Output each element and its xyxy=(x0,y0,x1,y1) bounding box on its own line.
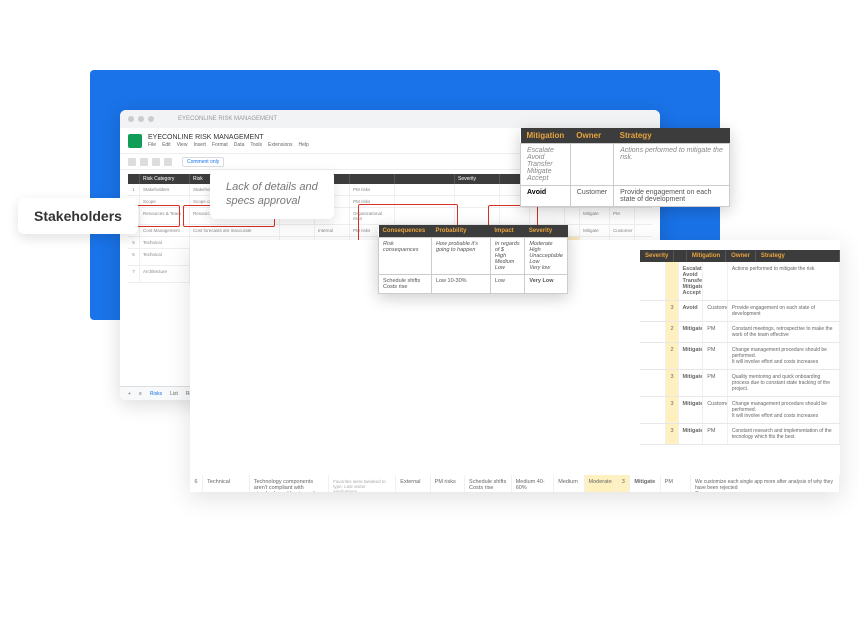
mit-owner: Customer xyxy=(570,186,613,207)
impact-desc: In regards of $ High Medium Low xyxy=(490,238,525,275)
prob-desc: How probable it's going to happen xyxy=(431,238,490,275)
callout-details: Lack of details and specs approval xyxy=(210,170,334,219)
popup-consequences: Consequences Probability Impact Severity… xyxy=(378,225,568,294)
menu-help[interactable]: Help xyxy=(299,142,309,148)
table-row: 2MitigatePMConstant meetings, retrospect… xyxy=(640,322,840,343)
add-sheet-icon[interactable]: + xyxy=(128,391,131,397)
menu-insert[interactable]: Insert xyxy=(193,142,206,148)
cons-val: Schedule shifts Costs rise xyxy=(379,275,432,294)
table-row: 3MitigateCustomerChange management proce… xyxy=(640,397,840,424)
sev-val: Very Low xyxy=(525,275,568,294)
table-row: 3MitigatePMQuality mentoring and quick o… xyxy=(640,370,840,397)
menu-edit[interactable]: Edit xyxy=(162,142,171,148)
comment-only-badge[interactable]: Comment only xyxy=(182,157,224,167)
mit-strategy: Provide engagement on each state of deve… xyxy=(614,186,730,207)
mit-options: Escalate Avoid Transfer Mitigate Accept xyxy=(521,144,571,186)
redo-icon[interactable] xyxy=(140,158,148,166)
menu-format[interactable]: Format xyxy=(212,142,228,148)
cons-header-probability: Probability xyxy=(431,225,490,238)
menu-view[interactable]: View xyxy=(177,142,188,148)
menu-extensions[interactable]: Extensions xyxy=(268,142,292,148)
cons-header-impact: Impact xyxy=(490,225,525,238)
menu-tools[interactable]: Tools xyxy=(250,142,262,148)
bg-col-strategy: Strategy xyxy=(756,250,840,262)
menu-data[interactable]: Data xyxy=(234,142,245,148)
mit-header-mitigation: Mitigation xyxy=(521,128,571,144)
popup-mitigation: Mitigation Owner Strategy Escalate Avoid… xyxy=(520,128,730,207)
tab-list[interactable]: List xyxy=(170,391,178,397)
browser-tab[interactable]: EYECONLINE RISK MANAGEMENT xyxy=(178,116,277,122)
sev-desc: Moderate High Unacceptable Low Very low xyxy=(525,238,568,275)
prob-val: Low 10-30% xyxy=(431,275,490,294)
menu-file[interactable]: File xyxy=(148,142,156,148)
cons-desc: Risk consequences xyxy=(379,238,432,275)
table-row: 2MitigatePMChange management procedure s… xyxy=(640,343,840,370)
sheets-icon[interactable] xyxy=(128,134,142,148)
cons-header-severity: Severity xyxy=(525,225,568,238)
table-row[interactable]: 6TechnicalTechnology components aren't c… xyxy=(190,475,840,492)
bg-col-mitigation: Mitigation xyxy=(687,250,726,262)
mit-strategy-desc: Actions performed to mitigate the risk. xyxy=(614,144,730,186)
doc-menu: File Edit View Insert Format Data Tools Extensi… xyxy=(148,142,309,148)
minimize-icon[interactable] xyxy=(138,116,144,122)
callout-stakeholders: Stakeholders xyxy=(18,198,138,234)
all-sheets-icon[interactable]: ≡ xyxy=(139,391,142,397)
zoom-icon[interactable] xyxy=(164,158,172,166)
print-icon[interactable] xyxy=(152,158,160,166)
table-row: Escalate Avoid Transfer Mitigate AcceptA… xyxy=(640,262,840,301)
tab-risks[interactable]: Risks xyxy=(150,391,162,397)
undo-icon[interactable] xyxy=(128,158,136,166)
table-row: 3MitigatePMConstant research and impleme… xyxy=(640,424,840,445)
cons-header-consequences: Consequences xyxy=(379,225,432,238)
table-row: 3AvoidCustomerProvide engagement on each… xyxy=(640,301,840,322)
browser-titlebar: EYECONLINE RISK MANAGEMENT xyxy=(120,110,660,128)
mit-header-owner: Owner xyxy=(570,128,613,144)
maximize-icon[interactable] xyxy=(148,116,154,122)
bg-col-severity: Severity xyxy=(640,250,674,262)
impact-val: Low xyxy=(490,275,525,294)
mit-header-strategy: Strategy xyxy=(614,128,730,144)
doc-title[interactable]: EYECONLINE RISK MANAGEMENT xyxy=(148,134,309,141)
bg-col-owner: Owner xyxy=(726,250,756,262)
table-row[interactable]: 3Resources & TeamResource turnoverIntern… xyxy=(128,208,652,225)
mit-avoid: Avoid xyxy=(521,186,571,207)
close-icon[interactable] xyxy=(128,116,134,122)
